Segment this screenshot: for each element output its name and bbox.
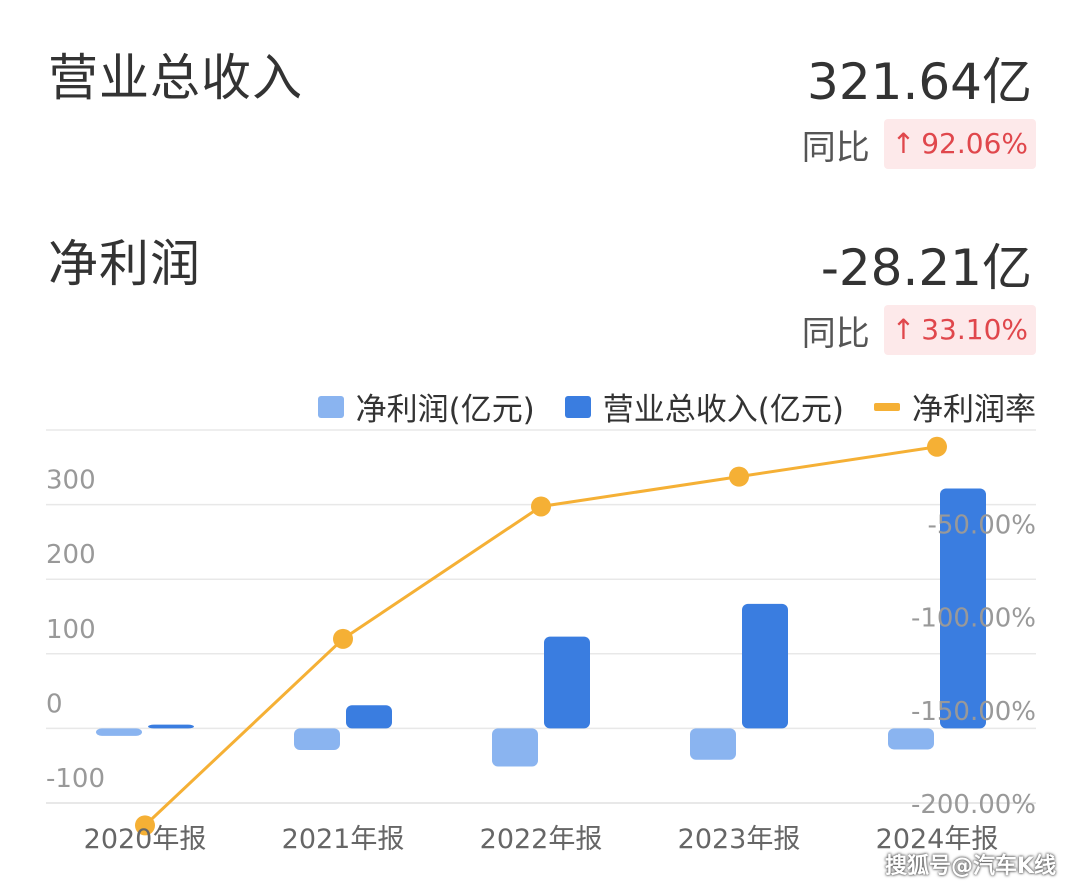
revenue-bar (544, 636, 590, 729)
watermark: 搜狐号@汽车K线 (884, 854, 1056, 879)
x-tick-label: 2021年报 (282, 824, 405, 855)
legend-label-revenue: 营业总收入(亿元) (602, 392, 844, 428)
revenue-label: 营业总收入 (48, 49, 303, 107)
net-profit-yoy-row: 同比 ↑ 33.10% (802, 304, 1036, 356)
legend-item-net-profit[interactable]: 净利润(亿元) (317, 384, 535, 429)
net-profit-bar (96, 728, 142, 736)
margin-point (729, 466, 749, 487)
margin-point (531, 496, 551, 517)
up-arrow-icon: ↑ (891, 127, 916, 160)
chart-legend: 净利润(亿元) 营业总收入(亿元) 净利润率 (288, 384, 1036, 429)
net-profit-yoy-value: 33.10% (921, 313, 1028, 346)
legend-item-revenue[interactable]: 营业总收入(亿元) (564, 384, 844, 429)
net-profit-bar (690, 728, 736, 760)
legend-item-margin[interactable]: 净利润率 (874, 384, 1036, 429)
y-right-tick-label: -200.00% (911, 790, 1036, 820)
y-left-tick-label: 200 (46, 540, 96, 570)
revenue-yoy-value: 92.06% (921, 127, 1028, 160)
y-right-tick-label: -100.00% (911, 604, 1036, 634)
revenue-bar (148, 724, 194, 729)
revenue-bar (940, 488, 986, 729)
net-profit-yoy-label: 同比 (801, 313, 870, 354)
net-profit-bar (492, 728, 538, 767)
revenue-yoy-badge: ↑ 92.06% (883, 119, 1036, 169)
legend-label-margin: 净利润率 (912, 392, 1036, 428)
revenue-yoy-row: 同比 ↑ 92.06% (802, 118, 1036, 170)
revenue-bar (346, 705, 392, 729)
y-left-tick-label: 300 (46, 466, 96, 496)
y-left-tick-label: 100 (46, 615, 96, 645)
y-left-tick-label: 0 (46, 689, 63, 719)
net-profit-bar (888, 728, 934, 750)
legend-swatch-margin (874, 402, 900, 411)
x-tick-label: 2022年报 (480, 824, 603, 855)
y-right-tick-label: -50.00% (927, 510, 1036, 540)
net-profit-label: 净利润 (48, 235, 201, 293)
revenue-value: 321.64亿 (807, 53, 1032, 111)
y-left-tick-label: -100 (46, 764, 105, 794)
net-profit-yoy-badge: ↑ 33.10% (883, 305, 1036, 355)
revenue-yoy-label: 同比 (801, 127, 870, 168)
x-tick-label: 2020年报 (84, 824, 207, 855)
revenue-bar (742, 603, 788, 729)
margin-point (927, 436, 947, 457)
combo-chart: -100 0 100 200 300 -200.00% -150.00% -100.00% -5… (46, 429, 1036, 855)
margin-point (135, 815, 155, 836)
margin-point (333, 628, 353, 649)
x-tick-label: 2024年报 (876, 824, 999, 855)
y-right-tick-label: -150.00% (911, 697, 1036, 727)
legend-swatch-net-profit (317, 395, 344, 418)
x-tick-label: 2023年报 (678, 824, 801, 855)
legend-swatch-revenue (564, 395, 591, 418)
net-profit-value: -28.21亿 (820, 239, 1032, 297)
net-profit-bar (294, 728, 340, 751)
legend-label-net-profit: 净利润(亿元) (355, 392, 535, 428)
up-arrow-icon: ↑ (891, 313, 916, 346)
